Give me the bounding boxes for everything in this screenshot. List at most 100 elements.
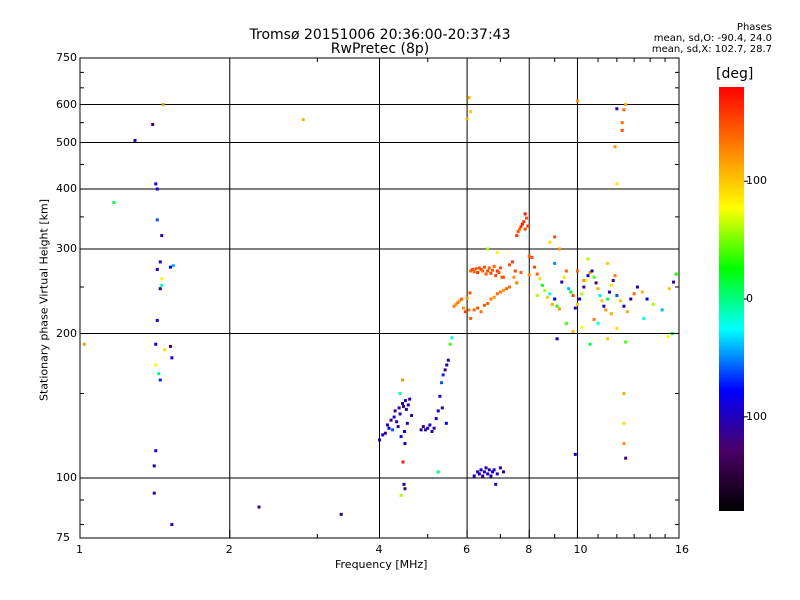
data-point: [385, 423, 389, 427]
data-point: [395, 420, 399, 424]
data-point: [498, 290, 502, 294]
data-point: [486, 247, 490, 251]
data-point: [586, 257, 590, 261]
data-point: [672, 280, 676, 284]
data-point: [486, 472, 490, 476]
data-point: [667, 287, 671, 291]
data-point: [168, 344, 172, 348]
data-point: [383, 431, 387, 435]
data-point: [535, 294, 539, 298]
data-point: [445, 363, 449, 367]
data-point: [495, 251, 499, 255]
data-point: [596, 287, 600, 291]
data-point: [635, 285, 639, 289]
data-point: [586, 274, 590, 278]
data-point: [479, 310, 483, 314]
data-point: [613, 274, 617, 278]
data-point: [645, 297, 649, 301]
data-point: [401, 378, 405, 382]
data-point: [426, 426, 430, 430]
x-tick-label: 1: [76, 543, 83, 556]
data-point: [410, 413, 414, 417]
data-point: [484, 272, 488, 276]
data-point: [444, 421, 448, 425]
data-point: [489, 474, 493, 478]
chart-title: Tromsø 20151006 20:36:00-20:37:43: [249, 27, 511, 43]
data-point: [535, 272, 539, 276]
data-point: [405, 421, 409, 425]
data-point: [557, 307, 561, 311]
data-point: [640, 290, 644, 294]
data-point: [615, 107, 619, 111]
data-point: [432, 426, 436, 430]
y-axis-label: Stationary phase Virtual Height [km]: [37, 198, 51, 402]
x-tick-label: 10: [573, 543, 588, 556]
data-point: [160, 283, 164, 287]
data-point: [403, 487, 407, 491]
data-point: [571, 329, 575, 333]
data-point: [523, 227, 527, 231]
data-point: [482, 265, 486, 269]
data-point: [408, 397, 412, 401]
data-point: [666, 335, 670, 339]
x-tick-label: 4: [375, 543, 383, 556]
data-point: [436, 470, 440, 474]
data-point: [606, 261, 610, 265]
colorbar: [719, 87, 744, 511]
data-point: [523, 212, 527, 216]
data-point: [399, 493, 403, 497]
data-point: [160, 277, 164, 281]
x-tick-label: 6: [463, 543, 471, 556]
data-point: [548, 292, 552, 296]
data-point: [402, 482, 406, 486]
data-point: [155, 187, 159, 191]
data-point: [301, 118, 305, 122]
data-point: [515, 234, 519, 238]
data-point: [573, 306, 577, 310]
data-point: [424, 428, 428, 432]
data-point: [622, 108, 626, 112]
data-point: [622, 442, 626, 446]
data-point: [527, 273, 531, 277]
data-point: [624, 103, 628, 107]
data-point: [530, 256, 534, 260]
data-point: [538, 277, 542, 281]
data-point: [580, 292, 584, 296]
data-point: [526, 224, 530, 228]
data-point: [257, 505, 261, 509]
data-point: [402, 430, 406, 434]
data-point: [152, 464, 156, 468]
data-point: [381, 433, 385, 437]
data-point: [622, 304, 626, 308]
data-point: [450, 336, 454, 340]
data-point: [495, 292, 499, 296]
data-point: [548, 240, 552, 244]
data-point: [168, 265, 172, 269]
chart-subtitle: RwPretec (8p): [330, 41, 430, 57]
data-point: [642, 316, 646, 320]
data-point: [469, 269, 473, 273]
phases-line-o: mean, sd,O: -90.4, 24.0: [653, 33, 772, 44]
x-tick-label: 8: [525, 543, 533, 556]
data-point: [525, 216, 529, 220]
data-point: [588, 342, 592, 346]
data-point: [484, 466, 488, 470]
data-point: [674, 272, 678, 276]
data-point: [487, 266, 491, 270]
data-point: [474, 267, 478, 271]
data-point: [133, 138, 137, 142]
phases-line-x: mean, sd,X: 102.7, 28.7: [651, 44, 772, 55]
data-point: [446, 358, 450, 362]
data-point: [467, 308, 471, 312]
data-point: [163, 348, 167, 352]
data-point: [461, 306, 465, 310]
data-point: [472, 474, 476, 478]
data-point: [467, 96, 471, 100]
data-point: [492, 468, 496, 472]
data-point: [501, 275, 505, 279]
data-point: [452, 304, 456, 308]
data-point: [470, 267, 474, 271]
colorbar-tick-label: -100: [742, 409, 767, 423]
data-point: [406, 403, 410, 407]
data-point: [620, 121, 624, 125]
